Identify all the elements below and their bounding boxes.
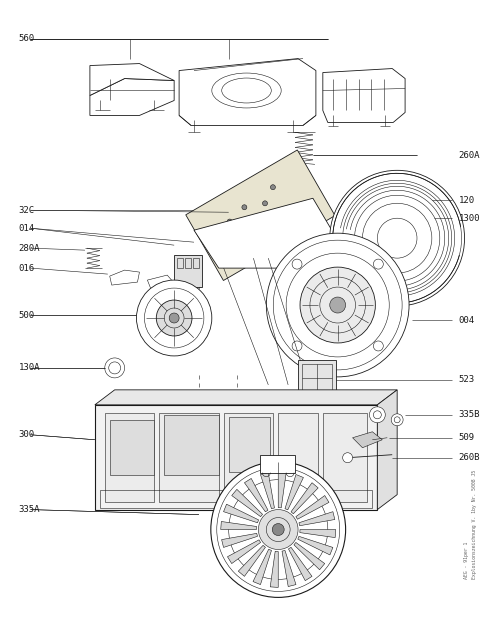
Circle shape (391, 414, 403, 426)
Text: 260A: 260A (459, 151, 480, 160)
Circle shape (343, 453, 352, 463)
Polygon shape (289, 548, 312, 580)
Circle shape (137, 280, 212, 356)
Circle shape (227, 219, 232, 224)
Bar (110, 420, 155, 474)
Circle shape (243, 227, 248, 232)
Polygon shape (323, 69, 405, 123)
Bar (229, 417, 270, 472)
Text: 500: 500 (18, 311, 35, 320)
Polygon shape (147, 275, 174, 290)
Bar (100, 490, 372, 508)
Circle shape (259, 214, 264, 220)
Polygon shape (186, 150, 335, 281)
Bar (260, 455, 295, 473)
Polygon shape (260, 473, 275, 508)
Bar (323, 413, 367, 501)
Polygon shape (253, 550, 272, 585)
Bar (177, 258, 183, 268)
Polygon shape (194, 198, 347, 268)
Bar (164, 415, 219, 474)
Text: 120: 120 (459, 196, 475, 205)
Text: 300: 300 (18, 430, 35, 439)
Bar (298, 360, 336, 398)
Polygon shape (232, 489, 262, 517)
Circle shape (272, 524, 284, 535)
Circle shape (275, 212, 280, 217)
Polygon shape (299, 512, 335, 526)
Bar (224, 413, 273, 501)
Polygon shape (227, 540, 260, 564)
Polygon shape (285, 474, 303, 510)
Text: 016: 016 (18, 264, 35, 273)
Polygon shape (352, 432, 382, 447)
Circle shape (369, 407, 385, 423)
Circle shape (330, 297, 346, 313)
Bar (105, 413, 155, 501)
Polygon shape (221, 521, 257, 530)
Polygon shape (110, 270, 139, 285)
Bar (174, 255, 202, 287)
Text: 130A: 130A (18, 363, 40, 372)
Circle shape (169, 313, 179, 323)
Text: AEG - 91per 1: AEG - 91per 1 (464, 542, 469, 580)
Text: 32C: 32C (18, 205, 35, 214)
Polygon shape (377, 390, 397, 510)
Circle shape (211, 462, 346, 598)
Polygon shape (298, 536, 333, 555)
Text: 004: 004 (459, 315, 475, 324)
Polygon shape (179, 58, 316, 125)
Polygon shape (90, 78, 174, 116)
Circle shape (242, 205, 247, 210)
Bar (193, 258, 199, 268)
Polygon shape (244, 478, 268, 512)
Bar (302, 364, 332, 394)
Circle shape (105, 358, 124, 378)
Circle shape (259, 510, 298, 550)
Text: 280A: 280A (18, 244, 40, 253)
Polygon shape (90, 64, 174, 96)
Polygon shape (238, 545, 265, 577)
Text: 1300: 1300 (459, 214, 480, 223)
Polygon shape (270, 551, 278, 587)
Bar (185, 258, 191, 268)
Polygon shape (224, 504, 259, 523)
Text: 260B: 260B (459, 453, 480, 462)
Circle shape (266, 233, 409, 377)
Circle shape (330, 170, 465, 306)
Circle shape (300, 267, 375, 343)
Polygon shape (300, 530, 336, 537)
Text: Explosionszeichnung V. 1by Nr. 5008 J5: Explosionszeichnung V. 1by Nr. 5008 J5 (472, 470, 477, 580)
Circle shape (156, 300, 192, 336)
Text: 560: 560 (18, 34, 35, 43)
Polygon shape (95, 390, 397, 405)
Circle shape (262, 201, 267, 206)
Text: 335A: 335A (18, 505, 40, 514)
Polygon shape (95, 405, 377, 510)
Text: 509: 509 (459, 433, 475, 442)
Polygon shape (296, 496, 329, 519)
Polygon shape (294, 542, 325, 569)
Polygon shape (278, 472, 286, 508)
Polygon shape (291, 483, 318, 514)
Polygon shape (222, 534, 258, 548)
Text: 014: 014 (18, 223, 35, 232)
Bar (278, 413, 318, 501)
Bar (159, 413, 219, 501)
Polygon shape (282, 550, 296, 587)
Circle shape (270, 185, 276, 189)
Text: 523: 523 (459, 376, 475, 385)
Text: 335B: 335B (459, 410, 480, 419)
